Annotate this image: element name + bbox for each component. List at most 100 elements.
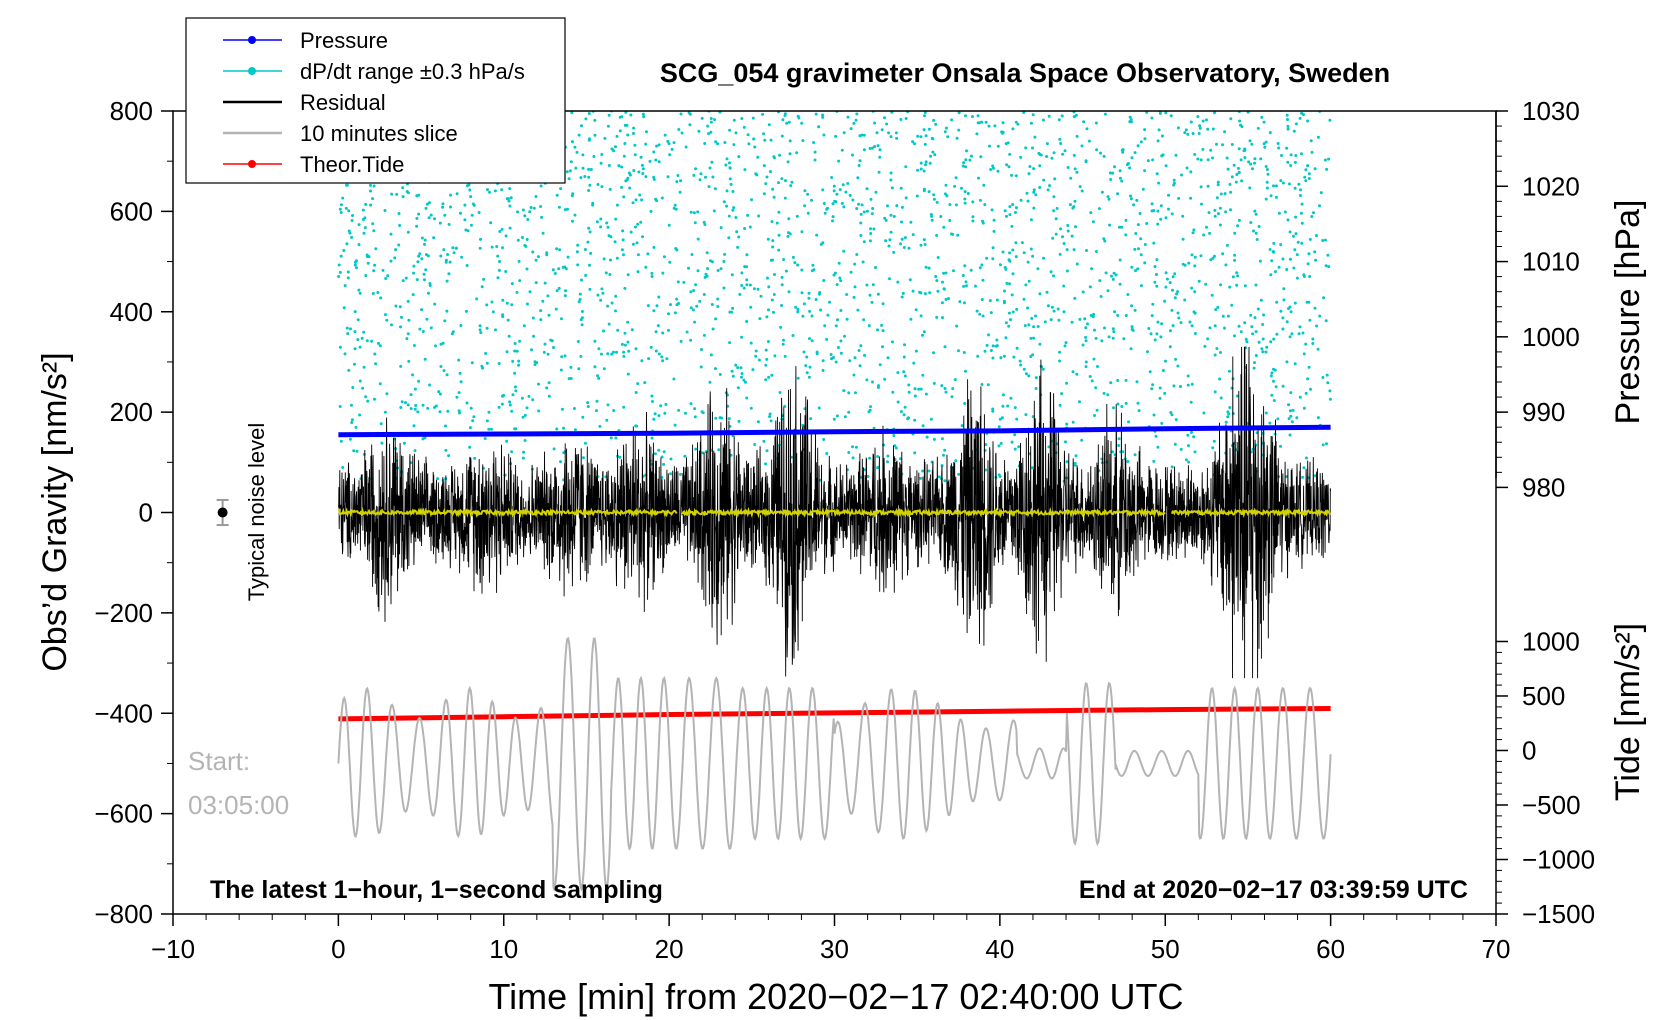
dpdt-point [963,190,967,194]
dpdt-point [832,189,836,193]
dpdt-point [878,155,882,159]
dpdt-point [361,386,365,390]
dpdt-point [518,339,522,343]
dpdt-point [1042,256,1045,260]
dpdt-point [1233,253,1237,257]
dpdt-point [859,344,863,348]
dpdt-point [914,349,918,353]
dpdt-point [993,124,997,128]
dpdt-point [1237,324,1241,328]
dpdt-point [1310,150,1314,154]
dpdt-point [489,221,493,225]
y-left-tick-label: 0 [139,498,153,528]
dpdt-point [1200,202,1203,206]
dpdt-point [740,284,744,287]
dpdt-point [647,357,651,361]
dpdt-point [652,309,656,313]
dpdt-point [1045,142,1049,146]
dpdt-point [930,218,934,222]
dpdt-point [1290,332,1294,336]
x-tick-label: 40 [985,934,1014,964]
dpdt-point [483,437,487,440]
dpdt-point [1240,179,1244,183]
dpdt-point [423,357,427,361]
dpdt-point [809,417,813,421]
dpdt-point [645,130,648,134]
dpdt-point [663,133,667,137]
dpdt-point [523,214,527,218]
dpdt-point [644,175,648,179]
dpdt-point [555,427,559,431]
dpdt-point [1125,163,1129,167]
dpdt-point [900,205,904,209]
dpdt-point [1230,175,1234,179]
dpdt-point [794,305,798,309]
dpdt-point [819,242,823,246]
dpdt-point [1042,178,1046,182]
dpdt-point [1248,139,1252,143]
start-time-label: 03:05:00 [188,790,289,820]
dpdt-point [1190,286,1194,290]
dpdt-point [557,286,561,290]
dpdt-point [543,281,547,285]
dpdt-point [1295,416,1299,420]
dpdt-point [1118,282,1122,286]
dpdt-point [641,112,645,116]
dpdt-point [587,112,591,115]
dpdt-point [521,415,525,419]
dpdt-point [984,120,988,124]
dpdt-point [1254,231,1258,235]
dpdt-point [1073,296,1077,300]
dpdt-point [1243,156,1247,160]
dpdt-point [770,220,774,224]
slice-series [337,637,1332,892]
dpdt-point [903,236,907,240]
dpdt-point [922,330,926,334]
dpdt-point [887,131,891,135]
dpdt-point [918,290,921,294]
dpdt-point [567,377,571,381]
dpdt-point [982,183,986,187]
dpdt-point [573,145,577,149]
dpdt-point [656,324,660,328]
dpdt-point [413,449,417,453]
dpdt-point [342,249,346,252]
dpdt-point [1118,258,1122,262]
dpdt-point [813,158,817,162]
dpdt-point [849,270,853,274]
dpdt-point [511,359,515,363]
dpdt-point [1201,119,1205,123]
dpdt-point [812,268,816,272]
dpdt-point [657,143,661,147]
dpdt-point [1289,164,1293,167]
dpdt-point [596,374,599,378]
dpdt-point [347,209,351,213]
dpdt-point [725,157,729,161]
dpdt-point [580,278,583,282]
dpdt-point [1172,384,1176,388]
dpdt-point [614,217,618,221]
dpdt-point [1089,211,1093,215]
dpdt-point [1084,159,1088,163]
dpdt-point [1298,194,1302,197]
dpdt-point [948,203,952,207]
dpdt-point [709,117,713,120]
dpdt-point [974,284,977,288]
dpdt-point [417,212,421,216]
dpdt-point [714,416,718,420]
dpdt-point [612,149,616,153]
dpdt-point [780,177,784,181]
residual-mean-segment [1170,507,1331,519]
dpdt-point [675,180,679,184]
dpdt-point [772,195,776,199]
dpdt-point [1281,384,1285,388]
dpdt-point [650,394,654,398]
dpdt-point [749,305,753,309]
dpdt-point [599,161,603,165]
dpdt-point [962,284,966,288]
dpdt-point [702,220,706,224]
dpdt-point [880,128,884,132]
dpdt-point [501,315,505,319]
dpdt-point [932,437,936,441]
dpdt-point [941,316,944,320]
